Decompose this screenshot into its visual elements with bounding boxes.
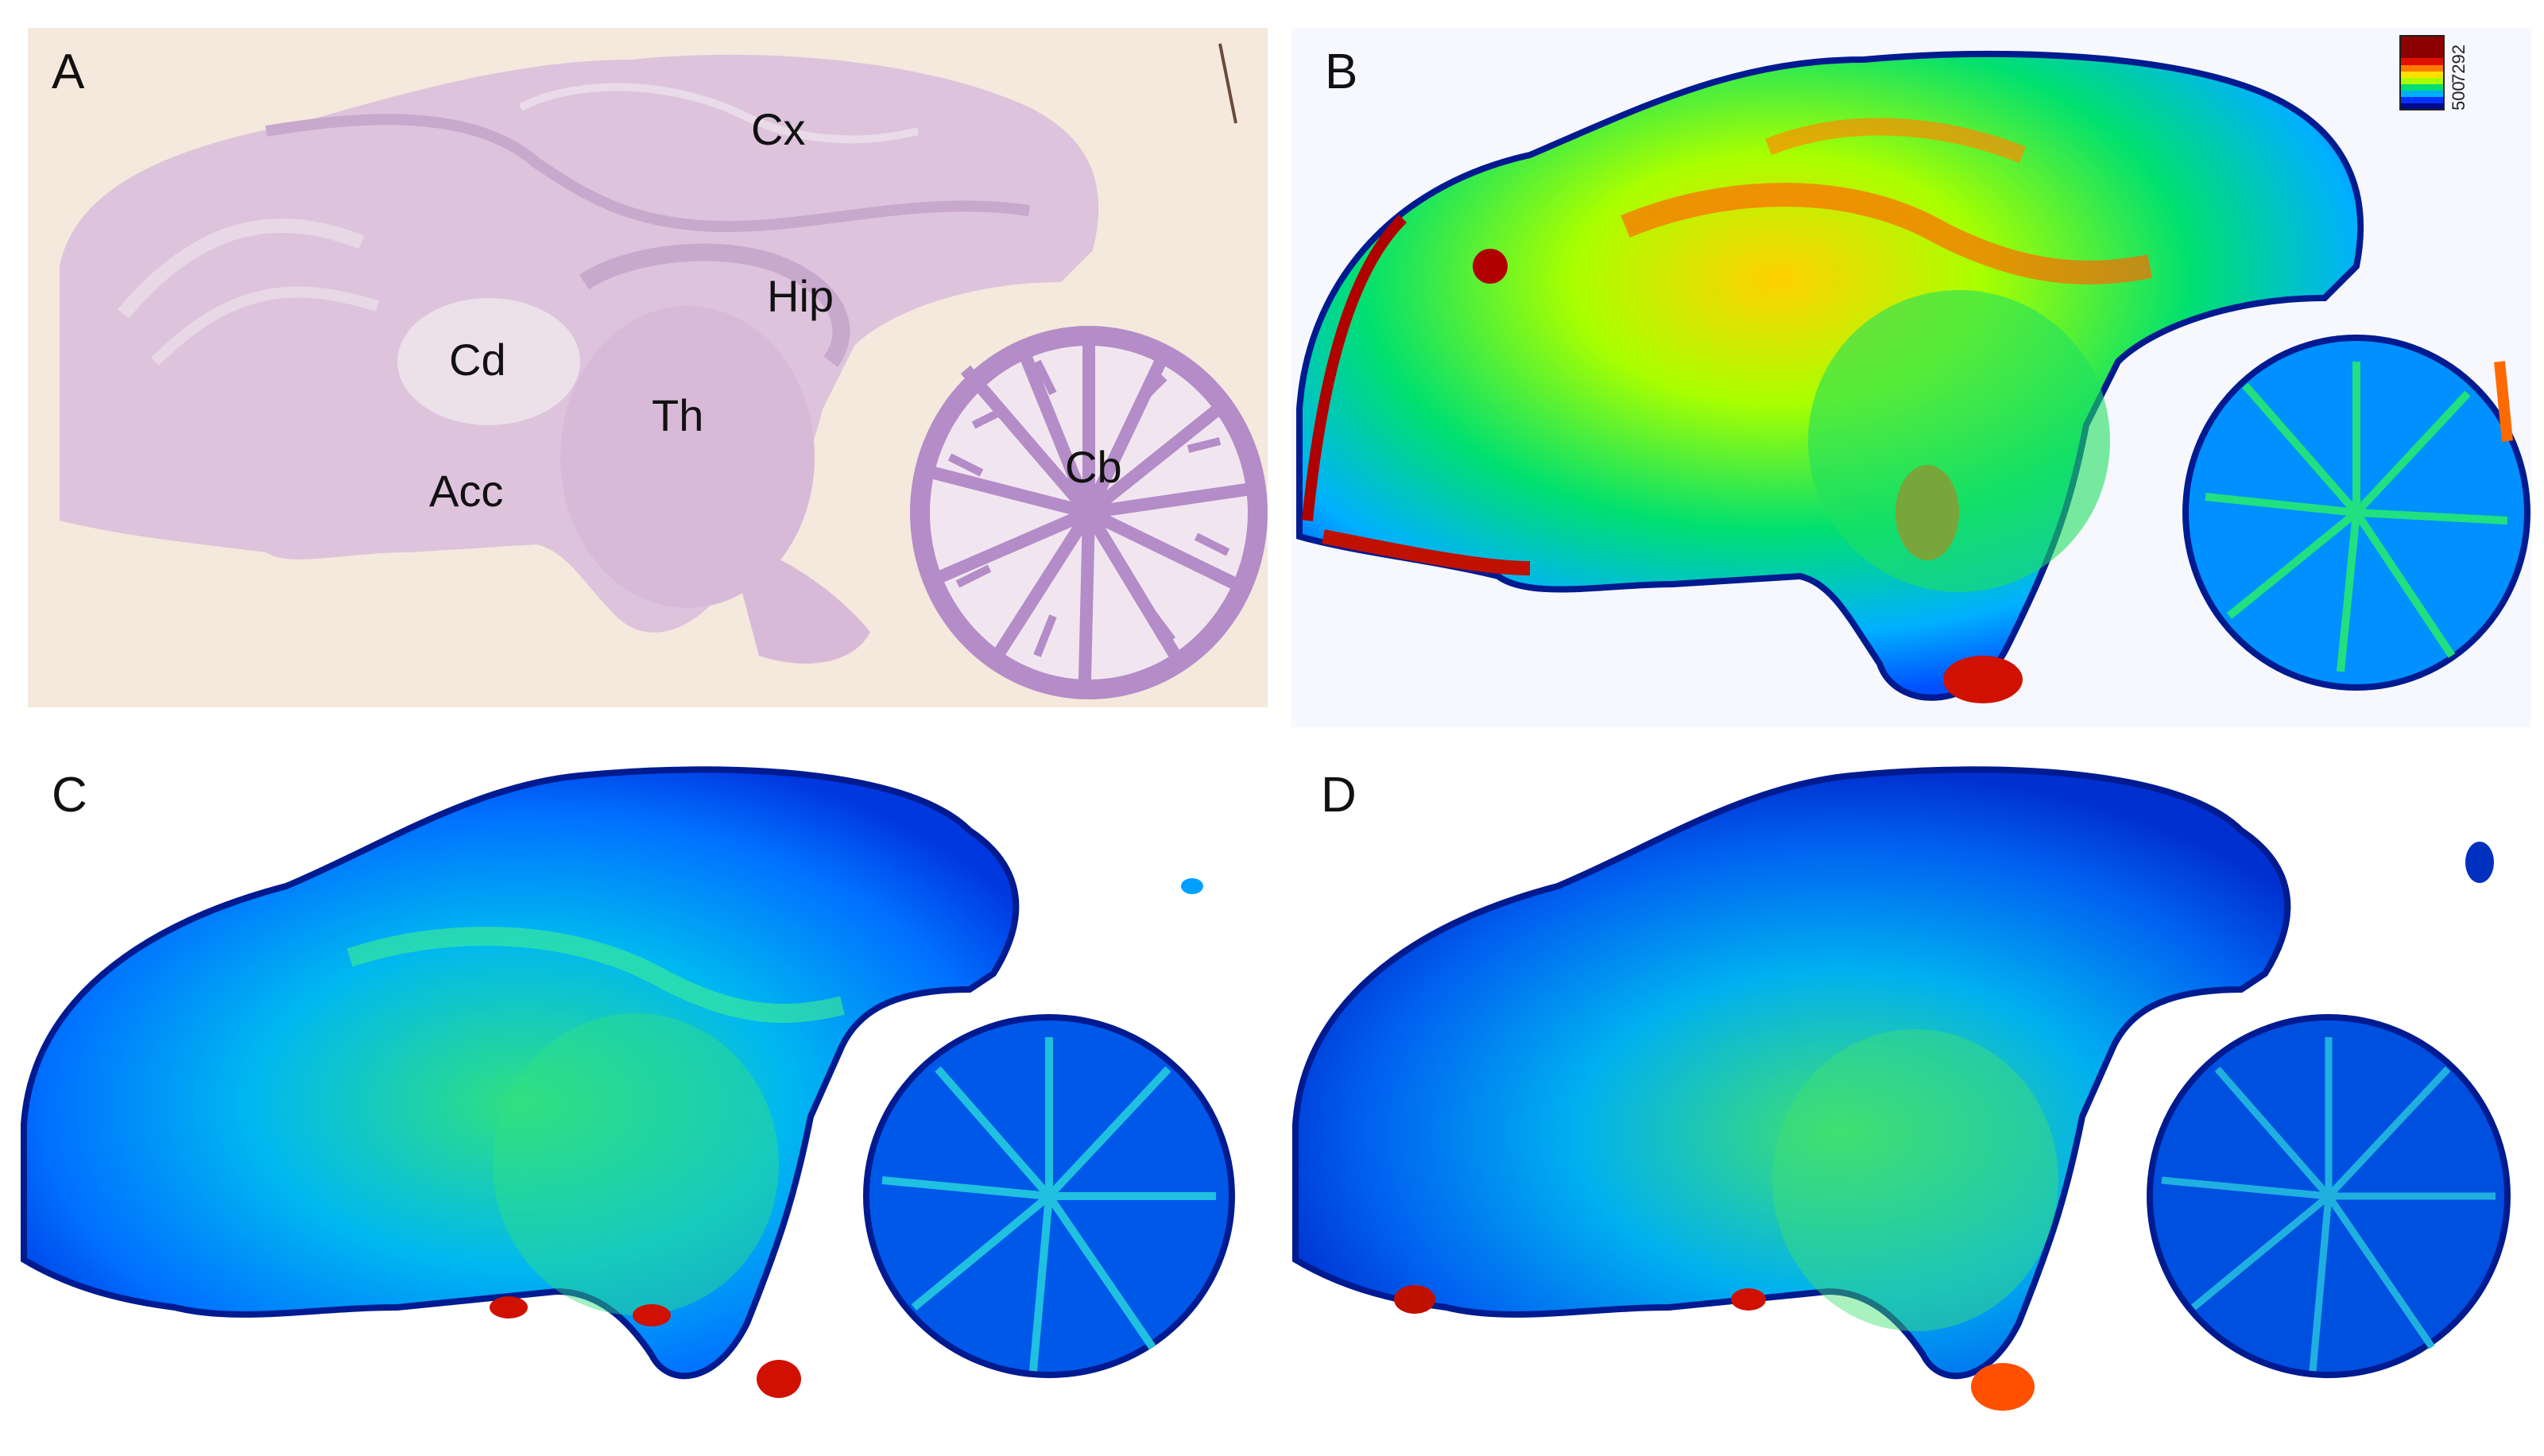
hippocampus-arc: [579, 243, 850, 367]
heatmap-section-b: [1296, 35, 2530, 703]
heatmap-section-d: [1292, 766, 2511, 1411]
brain-tissue: [60, 54, 1099, 633]
label-cortex: Cx: [751, 104, 806, 154]
cerebellum: [910, 326, 1268, 699]
color-scale-bar: [2399, 35, 2445, 110]
brain-tissue: [1292, 766, 2291, 1380]
label-hippocampus: Hip: [767, 271, 834, 321]
label-accumbens: Acc: [429, 466, 504, 516]
panel-c-heatmap: C: [16, 751, 1264, 1435]
scale-min-label: 500: [2449, 81, 2468, 110]
cortex-fold: [265, 114, 1030, 233]
panel-letter-d: D: [1321, 768, 1357, 823]
cerebellum-heat: [2147, 1014, 2511, 1378]
cerebellum-heat: [2182, 335, 2530, 691]
panel-a-histology: A Cx Hip Cd Th Acc Cb: [28, 28, 1268, 707]
panel-d-heatmap: D: [1287, 751, 2531, 1435]
cerebellum-heat: [863, 1014, 1235, 1378]
label-caudate: Cd: [449, 335, 506, 385]
heatmap-section-c: [21, 766, 1235, 1398]
panel-letter-b: B: [1325, 45, 1358, 99]
label-cerebellum: Cb: [1065, 442, 1122, 492]
panel-letter-a: A: [52, 45, 85, 99]
panel-letter-c: C: [52, 768, 87, 823]
thalamus-region: [560, 306, 815, 608]
cortex-fold: [518, 83, 920, 144]
brain-tissue: [21, 766, 1020, 1380]
panel-b-heatmap: B 7292 500: [1291, 28, 2531, 727]
caudate-region: [397, 298, 580, 425]
scale-max-label: 7292: [2449, 45, 2468, 83]
label-thalamus: Th: [652, 390, 704, 440]
histology-section: [60, 43, 1268, 699]
